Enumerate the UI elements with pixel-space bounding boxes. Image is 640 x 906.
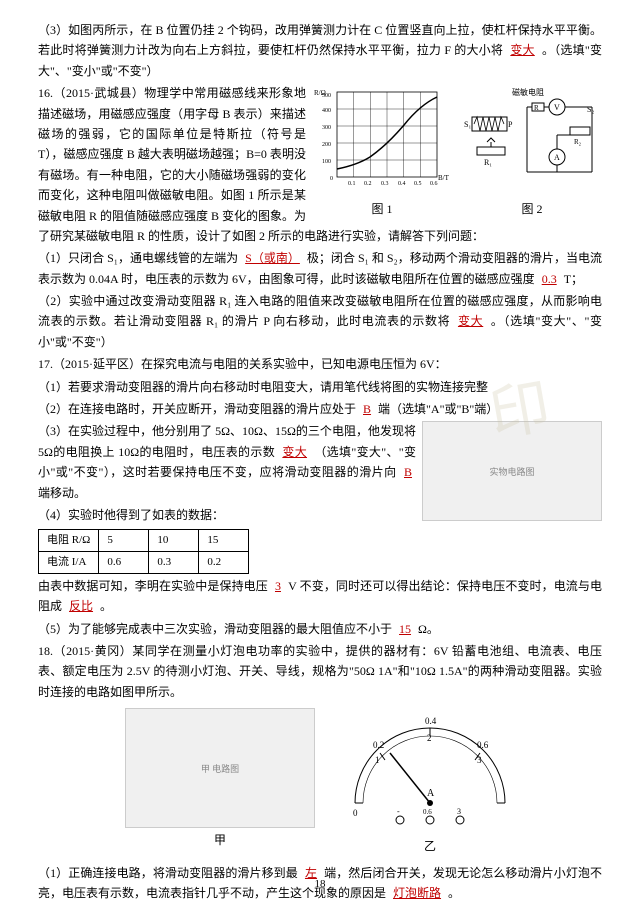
q16-circuit: 磁敏电阻 S₁ P R₁ V A R R	[462, 87, 602, 197]
q16-sub2: （2）实验中通过改变滑动变阻器 R₁ 连入电路的阻值来改变磁敏电阻所在位置的磁感…	[38, 291, 602, 352]
q17-circuit-image: 实物电路图	[422, 421, 602, 521]
svg-text:R: R	[534, 104, 539, 112]
svg-text:400: 400	[322, 108, 331, 114]
svg-text:0.5: 0.5	[414, 181, 422, 187]
svg-text:100: 100	[322, 159, 331, 165]
page-number: 18	[0, 875, 640, 894]
q18-label-yi: 乙	[345, 836, 515, 856]
q17-intro: 17.（2015·延平区）在探究电流与电阻的关系实验中，已知电源电压恒为 6V：	[38, 354, 602, 374]
table-cell: 电阻 R/Ω	[39, 530, 99, 552]
q18-label-jia: 甲	[125, 830, 315, 850]
q17-sub2: （2）在连接电路时，开关应断开，滑动变阻器的滑片应处于 B 端（选填"A"或"B…	[38, 399, 602, 419]
q17-sub2-ans: B	[359, 402, 375, 416]
svg-text:R₂: R₂	[574, 138, 582, 146]
q18-gauge: 0 0.2 0.4 0.6 1 2 3 A - 0.6 3	[345, 708, 515, 828]
q17-sub4b-c: 。	[100, 599, 112, 613]
circuit-title: 磁敏电阻	[512, 87, 544, 97]
svg-text:300: 300	[322, 125, 331, 131]
table-row: 电流 I/A 0.6 0.3 0.2	[39, 552, 249, 574]
table-cell: 5	[99, 530, 149, 552]
table-cell: 电流 I/A	[39, 552, 99, 574]
q17-sub4b: 由表中数据可知，李明在实验中是保持电压 3 V 不变，同时还可以得出结论：保持电…	[38, 576, 602, 617]
q16-fig1-label: 图 1	[312, 199, 452, 219]
svg-text:0: 0	[353, 808, 358, 818]
q17-sub3-c: 端移动。	[38, 486, 86, 500]
q17-sub3-ans1: 变大	[278, 445, 311, 459]
svg-text:R₁: R₁	[484, 158, 492, 167]
q16-chart: R/Ω 500 400 300 200 100 0 0.1 0.2 0.3 0.…	[312, 87, 452, 197]
q18-intro: 18.（2015·黄冈）某同学在测量小灯泡电功率的实验中，提供的器材有：6V 铅…	[38, 641, 602, 702]
svg-text:0: 0	[330, 176, 333, 182]
q17-sub2-a: （2）在连接电路时，开关应断开，滑动变阻器的滑片应处于	[38, 402, 356, 416]
q18-circuit-image: 甲 电路图	[125, 708, 315, 828]
svg-text:500: 500	[322, 93, 331, 99]
q16-sub1: （1）只闭合 S₁，通电螺线管的左端为 S（或南） 极；闭合 S₁ 和 S₂，移…	[38, 248, 602, 289]
q17-sub5-a: （5）为了能够完成表中三次实验，滑动变阻器的最大阻值应不小于	[38, 622, 392, 636]
q15-3-para: （3）如图丙所示，在 B 位置仍挂 2 个钩码，改用弹簧测力计在 C 位置竖直向…	[38, 20, 602, 81]
svg-text:0.3: 0.3	[381, 181, 389, 187]
q16-sub1-c: T；	[564, 272, 583, 286]
q17-sub2-b: 端（选填"A"或"B"端）	[378, 402, 498, 416]
svg-text:A: A	[554, 153, 560, 162]
svg-text:200: 200	[322, 142, 331, 148]
q17-sub5-b: Ω。	[418, 622, 439, 636]
svg-text:0.4: 0.4	[425, 716, 437, 726]
q17-sub4b-ans2: 反比	[65, 599, 97, 613]
q16-figures: R/Ω 500 400 300 200 100 0 0.1 0.2 0.3 0.…	[312, 83, 602, 223]
table-row: 电阻 R/Ω 5 10 15	[39, 530, 249, 552]
table-cell: 0.3	[149, 552, 199, 574]
svg-text:V: V	[554, 103, 560, 112]
table-cell: 10	[149, 530, 199, 552]
q17-sub4b-ans1: 3	[271, 579, 285, 593]
table-cell: 15	[199, 530, 249, 552]
q16-sub1-ans1: S（或南）	[241, 251, 304, 265]
q17-sub3-ans2: B	[400, 465, 416, 479]
q16-sub1-ans2: 0.3	[538, 272, 561, 286]
q17-sub1: （1）若要求滑动变阻器的滑片向右移动时电阻变大，请用笔代线将图的实物连接完整	[38, 377, 602, 397]
svg-text:0.1: 0.1	[348, 181, 356, 187]
q17-table: 电阻 R/Ω 5 10 15 电流 I/A 0.6 0.3 0.2	[38, 529, 249, 573]
svg-text:0.6: 0.6	[423, 808, 432, 816]
svg-text:0.2: 0.2	[373, 740, 384, 750]
q15-3-answer: 变大	[506, 43, 538, 57]
q17-sub5: （5）为了能够完成表中三次实验，滑动变阻器的最大阻值应不小于 15 Ω。	[38, 619, 602, 639]
svg-text:2: 2	[427, 733, 432, 743]
svg-text:3: 3	[457, 807, 461, 816]
svg-text:B/T: B/T	[438, 174, 450, 182]
svg-text:0.4: 0.4	[398, 181, 406, 187]
svg-text:0.6: 0.6	[430, 181, 438, 187]
svg-text:3: 3	[477, 755, 482, 765]
q16-sub1-a: （1）只闭合 S₁，通电螺线管的左端为	[38, 251, 238, 265]
q16-fig2-label: 图 2	[462, 199, 602, 219]
svg-text:P: P	[508, 120, 513, 129]
q17-sub5-ans: 15	[395, 622, 415, 636]
svg-text:S₁: S₁	[464, 120, 471, 129]
svg-text:1: 1	[375, 755, 380, 765]
q17-sub4b-a: 由表中数据可知，李明在实验中是保持电压	[38, 579, 268, 593]
svg-text:S₂: S₂	[587, 105, 594, 114]
svg-text:0.6: 0.6	[477, 740, 489, 750]
svg-text:-: -	[397, 807, 400, 816]
table-cell: 0.6	[99, 552, 149, 574]
svg-text:0.2: 0.2	[364, 181, 372, 187]
table-cell: 0.2	[199, 552, 249, 574]
svg-text:A: A	[427, 788, 435, 799]
q16-sub2-ans: 变大	[454, 314, 487, 328]
